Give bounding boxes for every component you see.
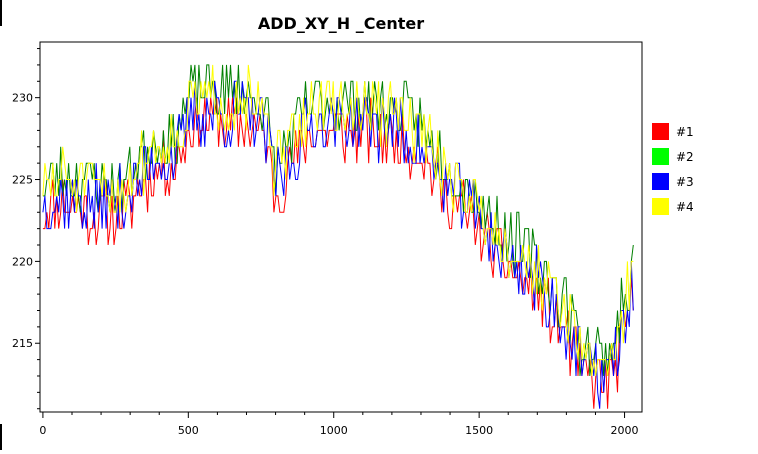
series-line-4 — [42, 64, 634, 377]
y-tick-label-1: 220 — [12, 255, 33, 268]
x-tick-label-1: 500 — [178, 424, 199, 437]
x-tick-label-4: 2000 — [611, 424, 639, 437]
x-tick-label-0: 0 — [39, 424, 46, 437]
plot-area — [39, 41, 643, 413]
legend-label-2: #2 — [676, 150, 694, 164]
x-tick-label-3: 1500 — [465, 424, 493, 437]
series-layer — [42, 64, 634, 409]
legend-swatch-1 — [652, 123, 669, 140]
axis-layer: 0 500 1000 1500 2000 215 220 225 230 — [12, 48, 639, 437]
series-line-3 — [42, 80, 634, 409]
legend-swatch-3 — [652, 173, 669, 190]
legend-label-1: #1 — [676, 125, 694, 139]
y-tick-label-2: 225 — [12, 174, 33, 187]
legend-label-4: #4 — [676, 200, 694, 214]
legend-swatch-4 — [652, 198, 669, 215]
y-tick-label-3: 230 — [12, 92, 33, 105]
window-edge-bottom — [0, 424, 2, 450]
x-tick-label-2: 1000 — [320, 424, 348, 437]
chart-title: ADD_XY_H _Center — [258, 14, 424, 33]
legend-swatch-2 — [652, 148, 669, 165]
legend: #1 #2 #3 #4 — [652, 123, 694, 215]
y-tick-label-0: 215 — [12, 337, 33, 350]
window-edge-top — [0, 0, 2, 26]
legend-label-3: #3 — [676, 175, 694, 189]
